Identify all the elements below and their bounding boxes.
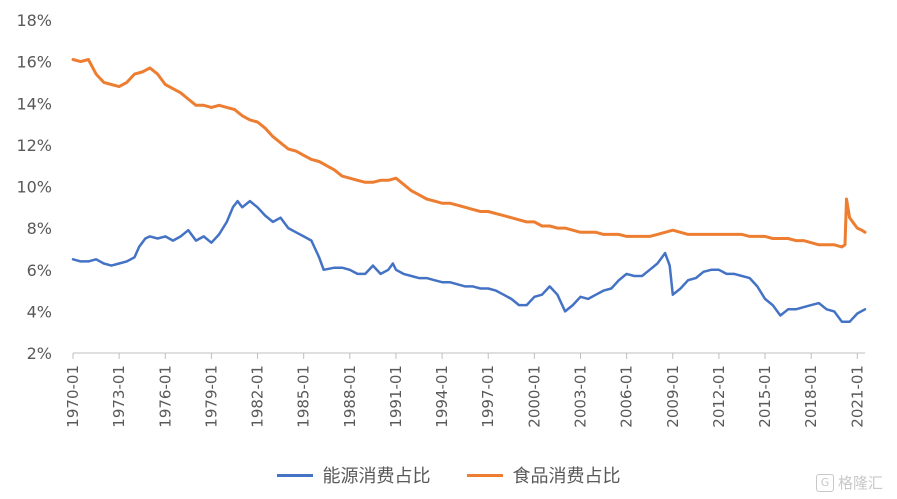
legend-item-food: 食品消费占比 [466,462,621,488]
watermark: G 格隆汇 [815,472,883,493]
x-tick-label: 2015-01 [756,365,774,428]
x-tick-label: 1982-01 [249,365,267,428]
legend: 能源消费占比 食品消费占比 [0,458,897,492]
y-axis-ticks: 2% 4% 6% 8% 10% 12% 14% 16% 18% [16,11,52,363]
series-line-food [71,58,867,249]
y-tick-label: 2% [27,344,52,363]
legend-label-energy: 能源消费占比 [322,466,431,487]
x-tick-label: 2021-01 [848,365,866,428]
series-line-energy [71,199,867,324]
x-tick-label: 1988-01 [341,365,359,428]
x-tick-label: 1973-01 [110,365,128,428]
x-tick-label: 2006-01 [618,365,636,428]
x-tick-label: 2018-01 [802,365,820,428]
x-tick-label: 1991-01 [387,365,405,428]
x-tick-label: 2003-01 [571,365,589,428]
x-tick-label: 1970-01 [64,365,82,428]
y-tick-label: 14% [16,94,52,113]
legend-swatch-energy [276,473,313,477]
x-tick-label: 1997-01 [479,365,497,428]
y-tick-label: 6% [27,261,52,280]
legend-item-energy: 能源消费占比 [276,462,431,488]
x-tick-label: 2009-01 [664,365,682,428]
y-tick-label: 12% [16,136,52,155]
y-tick-label: 10% [16,178,52,197]
legend-swatch-food [466,473,503,477]
x-tick-label: 1976-01 [156,365,174,428]
legend-label-food: 食品消费占比 [512,466,621,487]
x-tick-label: 1994-01 [433,365,451,428]
x-tick-label: 2012-01 [710,365,728,428]
watermark-logo-icon: G [815,473,834,492]
series-layer [71,58,867,324]
x-tick-label: 1985-01 [295,365,313,428]
watermark-text: 格隆汇 [837,474,883,492]
x-tick-label: 2000-01 [525,365,543,428]
y-tick-label: 4% [27,302,52,321]
x-tick-label: 1979-01 [202,365,220,428]
y-tick-label: 18% [16,11,52,30]
y-tick-label: 16% [16,53,52,72]
y-tick-label: 8% [27,219,52,238]
x-axis: 1970-01 1973-01 1976-01 1979-01 1982-01 1985-… [64,352,866,428]
